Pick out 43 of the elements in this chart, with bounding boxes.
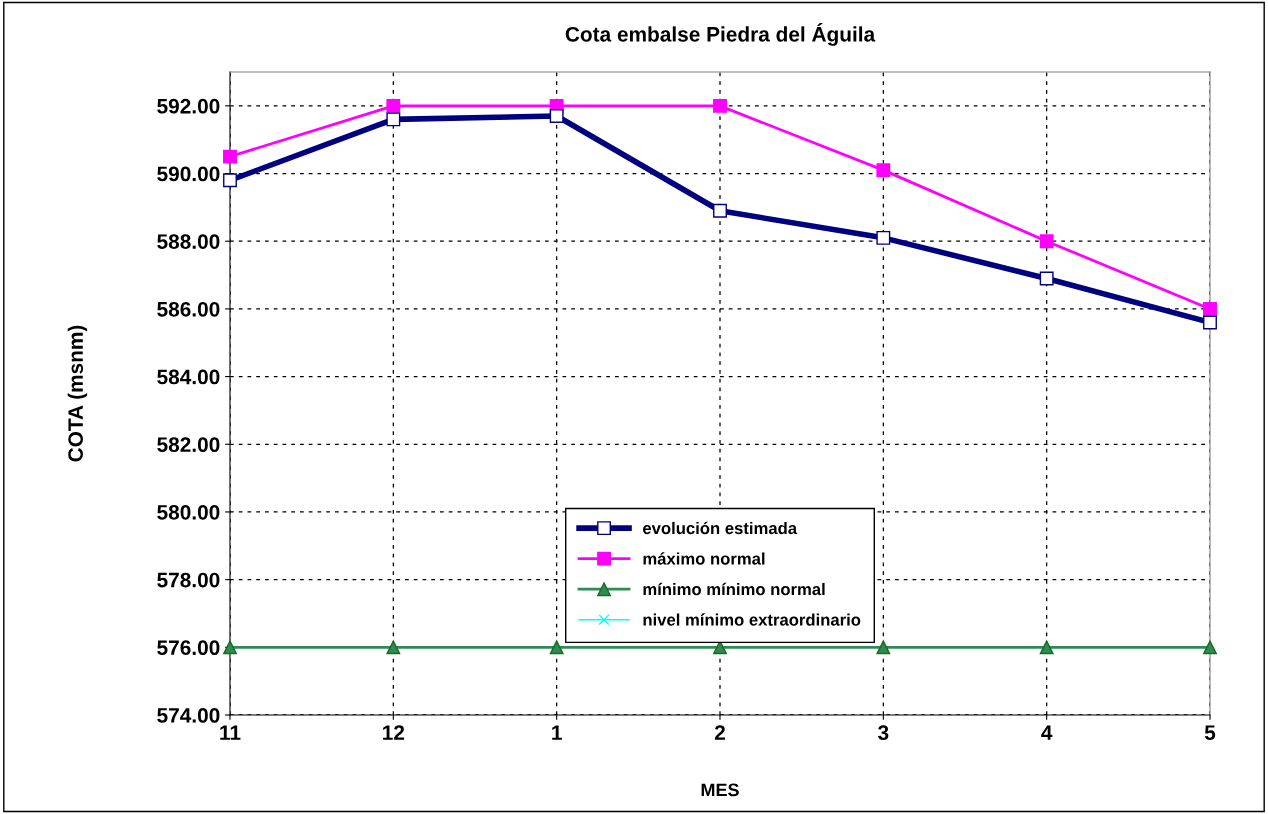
x-tick-label: 12 [383,725,405,740]
y-axis-title: COTA (msnm) [67,325,88,462]
x-tick-label: 2 [714,725,725,740]
point [1203,640,1217,655]
y-tick-label: 574.00 [157,708,220,723]
x-tick-label: 1 [552,725,562,740]
point [386,640,401,655]
x-tick-label: 3 [878,725,889,741]
point [876,230,891,245]
point [1203,315,1217,330]
y-tick-label: 592.00 [157,98,220,114]
y-tick-label: 580.00 [157,504,220,520]
x-axis-title: MES [701,783,739,797]
x-tick-label: 4 [1041,725,1053,740]
y-tick-label: 582.00 [157,437,220,453]
legend-label: nivel mínimo extraordinario [643,613,861,626]
y-tick-label: 590.00 [157,166,220,182]
y-tick-label: 588.00 [157,234,220,249]
point [1039,271,1054,286]
y-tick-label: 576.00 [157,640,220,656]
legend-label: mínimo mínimo normal [643,582,825,596]
point [386,98,401,113]
point [223,173,237,188]
point [386,112,401,127]
point [1203,301,1217,316]
point [223,149,237,164]
legend-label: máximo normal [643,552,765,565]
y-tick-label: 586.00 [157,301,220,317]
y-tick-label: 584.00 [157,369,220,385]
point [549,640,564,655]
chart-title: Cota embalse Piedra del Águila [565,22,876,46]
point [1039,234,1054,249]
x-tick-label: 11 [220,725,241,740]
point [713,203,727,218]
point [549,109,564,123]
y-tick-label: 578.00 [157,572,220,588]
point [713,98,727,113]
point [876,640,891,655]
point [876,163,891,178]
point [223,640,237,655]
x-tick-label: 5 [1204,725,1216,741]
legend-label: evolución estimada [643,521,798,535]
point [1039,640,1054,655]
